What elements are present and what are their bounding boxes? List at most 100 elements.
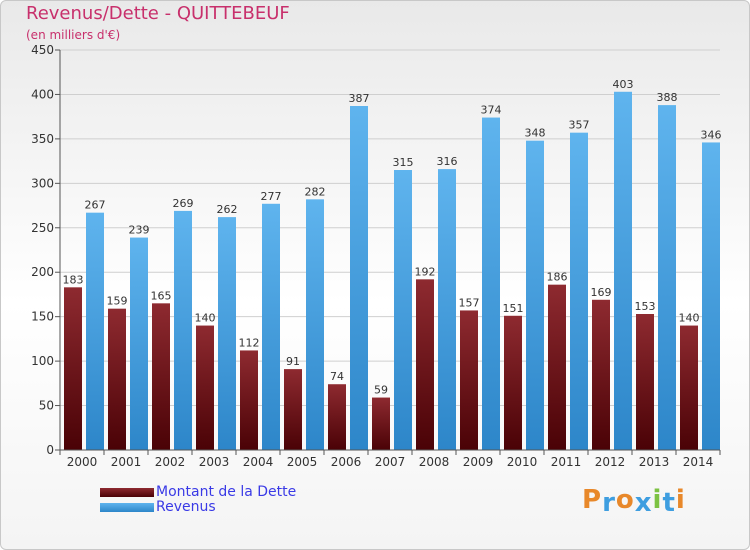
label-revenue-2010: 348 [525,127,546,140]
bar-debt-2012 [592,299,610,450]
x-tick-label: 2012 [595,455,626,469]
x-tick-label: 2000 [67,455,98,469]
y-tick-label: 50 [39,399,54,413]
label-debt-2000: 183 [63,273,84,286]
bar-revenue-2005 [306,199,324,450]
axes: 0 50 100 150 200 250 300 350 400 450 2000 2001 2002 2… [31,43,721,469]
legend-swatch-debt [100,488,154,497]
bars [64,91,720,451]
x-tick-label: 2003 [199,455,230,469]
bar-revenue-2014 [702,142,720,450]
logo-letter: t [662,488,676,518]
x-tick-label: 2010 [507,455,538,469]
bar-debt-2007 [372,397,390,450]
legend-label-debt: Montant de la Dette [156,484,297,500]
label-revenue-2001: 239 [129,224,150,237]
x-tick-label: 2008 [419,455,450,469]
bar-revenue-2002 [174,210,192,450]
bar-debt-2006 [328,384,346,450]
y-tick-label: 200 [31,265,54,279]
label-debt-2010: 151 [503,302,524,315]
x-tick-label: 2001 [111,455,142,469]
label-revenue-2007: 315 [393,156,414,169]
bar-revenue-2010 [526,140,544,450]
label-debt-2005: 91 [286,355,300,368]
y-tick-label: 300 [31,176,54,190]
label-revenue-2005: 282 [305,185,326,198]
bar-revenue-2001 [130,237,148,450]
bar-debt-2005 [284,369,302,450]
bar-revenue-2003 [218,217,236,450]
label-revenue-2009: 374 [481,104,502,117]
legend-item-debt: Montant de la Dette [100,485,296,500]
bar-revenue-2009 [482,117,500,451]
legend-item-revenue: Revenus [100,500,296,515]
bar-debt-2008 [416,279,434,450]
y-tick-label: 400 [31,87,54,101]
label-debt-2003: 140 [195,312,216,325]
label-debt-2009: 157 [459,296,480,309]
bar-debt-2001 [108,308,126,450]
bar-debt-2010 [504,315,522,450]
logo-letter: r [602,488,616,518]
x-tick-label: 2011 [551,455,582,469]
bar-debt-2013 [636,314,654,450]
label-revenue-2002: 269 [173,197,194,210]
legend-swatch-revenue [100,503,154,512]
label-debt-2011: 186 [547,271,568,284]
bar-revenue-2004 [262,203,280,450]
y-tick-label: 350 [31,132,54,146]
label-revenue-2013: 388 [657,91,678,104]
label-debt-2006: 74 [330,370,344,383]
label-debt-2007: 59 [374,384,388,397]
bar-revenue-2006 [350,106,368,450]
bar-revenue-2008 [438,169,456,450]
label-revenue-2008: 316 [437,155,458,168]
label-revenue-2012: 403 [613,78,634,91]
bar-revenue-2011 [570,132,588,450]
bar-debt-2004 [240,350,258,450]
x-tick-label: 2004 [243,455,274,469]
logo-letter: x [634,488,653,518]
bar-debt-2011 [548,284,566,450]
legend: Montant de la Dette Revenus [100,485,296,515]
logo-letter: i [652,485,663,515]
x-tick-label: 2009 [463,455,494,469]
logo-letter: i [675,485,686,515]
x-tick-label: 2006 [331,455,362,469]
chart-title: Revenus/Dette - QUITTEBEUF [26,3,290,24]
value-labels: 183 267 159 239 165 269 140 262 112 277 91 282 74 387… [63,78,722,397]
label-revenue-2003: 262 [217,203,238,216]
x-tick-label: 2007 [375,455,406,469]
label-revenue-2014: 346 [701,128,722,141]
chart-subtitle: (en milliers d'€) [26,28,121,42]
x-tick-label: 2013 [639,455,670,469]
label-revenue-2011: 357 [569,119,590,132]
legend-label-revenue: Revenus [156,499,216,515]
proxiti-logo: Proxiti [582,485,686,518]
label-debt-2008: 192 [415,265,436,278]
bar-debt-2009 [460,310,478,450]
bar-revenue-2000 [86,212,104,450]
bar-revenue-2012 [614,91,632,451]
y-tick-label: 150 [31,310,54,324]
label-debt-2002: 165 [151,289,172,302]
y-tick-label: 0 [46,443,54,457]
bar-revenue-2013 [658,105,676,450]
y-tick-label: 100 [31,354,54,368]
x-tick-label: 2014 [683,455,714,469]
y-tick-label: 450 [31,43,54,57]
label-debt-2014: 140 [679,312,700,325]
label-revenue-2006: 387 [349,92,370,105]
label-debt-2004: 112 [239,336,260,349]
logo-letter: o [615,485,635,515]
x-tick-label: 2002 [155,455,186,469]
bar-debt-2000 [64,287,82,450]
y-tick-label: 250 [31,221,54,235]
bar-revenue-2007 [394,170,412,450]
x-tick-label: 2005 [287,455,318,469]
bar-debt-2003 [196,325,214,450]
label-debt-2001: 159 [107,295,128,308]
label-debt-2012: 169 [591,286,612,299]
